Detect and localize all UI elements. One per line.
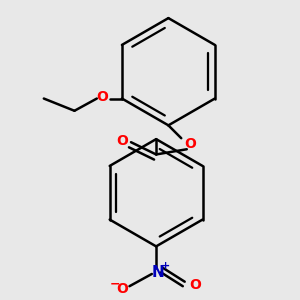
Text: O: O [116,134,128,148]
Text: O: O [96,90,108,104]
Text: O: O [184,137,196,151]
Text: +: + [161,261,170,271]
Text: N: N [151,265,164,280]
Text: O: O [189,278,201,292]
Text: −: − [110,277,120,290]
Text: O: O [116,282,128,296]
